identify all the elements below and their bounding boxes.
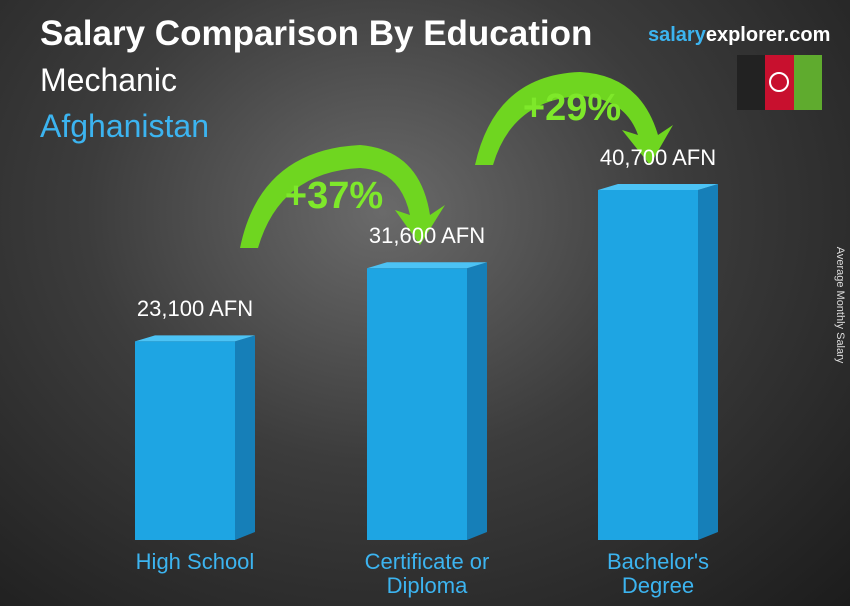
location: Afghanistan [40, 108, 210, 144]
bar [598, 184, 718, 540]
bar-top [367, 262, 487, 269]
bar-side [235, 335, 255, 540]
bar [135, 335, 255, 540]
change-label: +29% [523, 87, 621, 129]
bar-side [467, 262, 487, 540]
bar-front [598, 190, 698, 540]
x-tick-label: High School [135, 549, 255, 574]
value-label: 23,100 AFN [136, 296, 254, 322]
bar-top [135, 335, 255, 342]
value-label: 40,700 AFN [599, 145, 717, 170]
flag-green [794, 55, 822, 110]
value-label: 31,600 AFN [368, 223, 486, 249]
flag-emblem [769, 72, 789, 92]
bar-front [367, 268, 467, 540]
bar-side [698, 184, 718, 540]
brand: salaryexplorer.com [648, 24, 830, 47]
arrow-2 [475, 72, 673, 165]
arrow-1 [240, 145, 445, 248]
brand-part: salary [648, 24, 706, 46]
change-label: +37% [285, 175, 383, 217]
y-axis-label: Average Monthly Salary [834, 247, 846, 364]
bar-front [135, 341, 235, 540]
bar-top [598, 184, 718, 190]
bar [367, 262, 487, 540]
brand-part: explorer.com [705, 24, 831, 46]
x-tick-label: Certificate or Diploma [364, 549, 490, 598]
subtitle: Mechanic [40, 62, 177, 98]
x-tick-label: Bachelor's Degree [606, 549, 710, 598]
chart-title: Salary Comparison By Education [40, 14, 593, 53]
flag-black [737, 55, 765, 110]
